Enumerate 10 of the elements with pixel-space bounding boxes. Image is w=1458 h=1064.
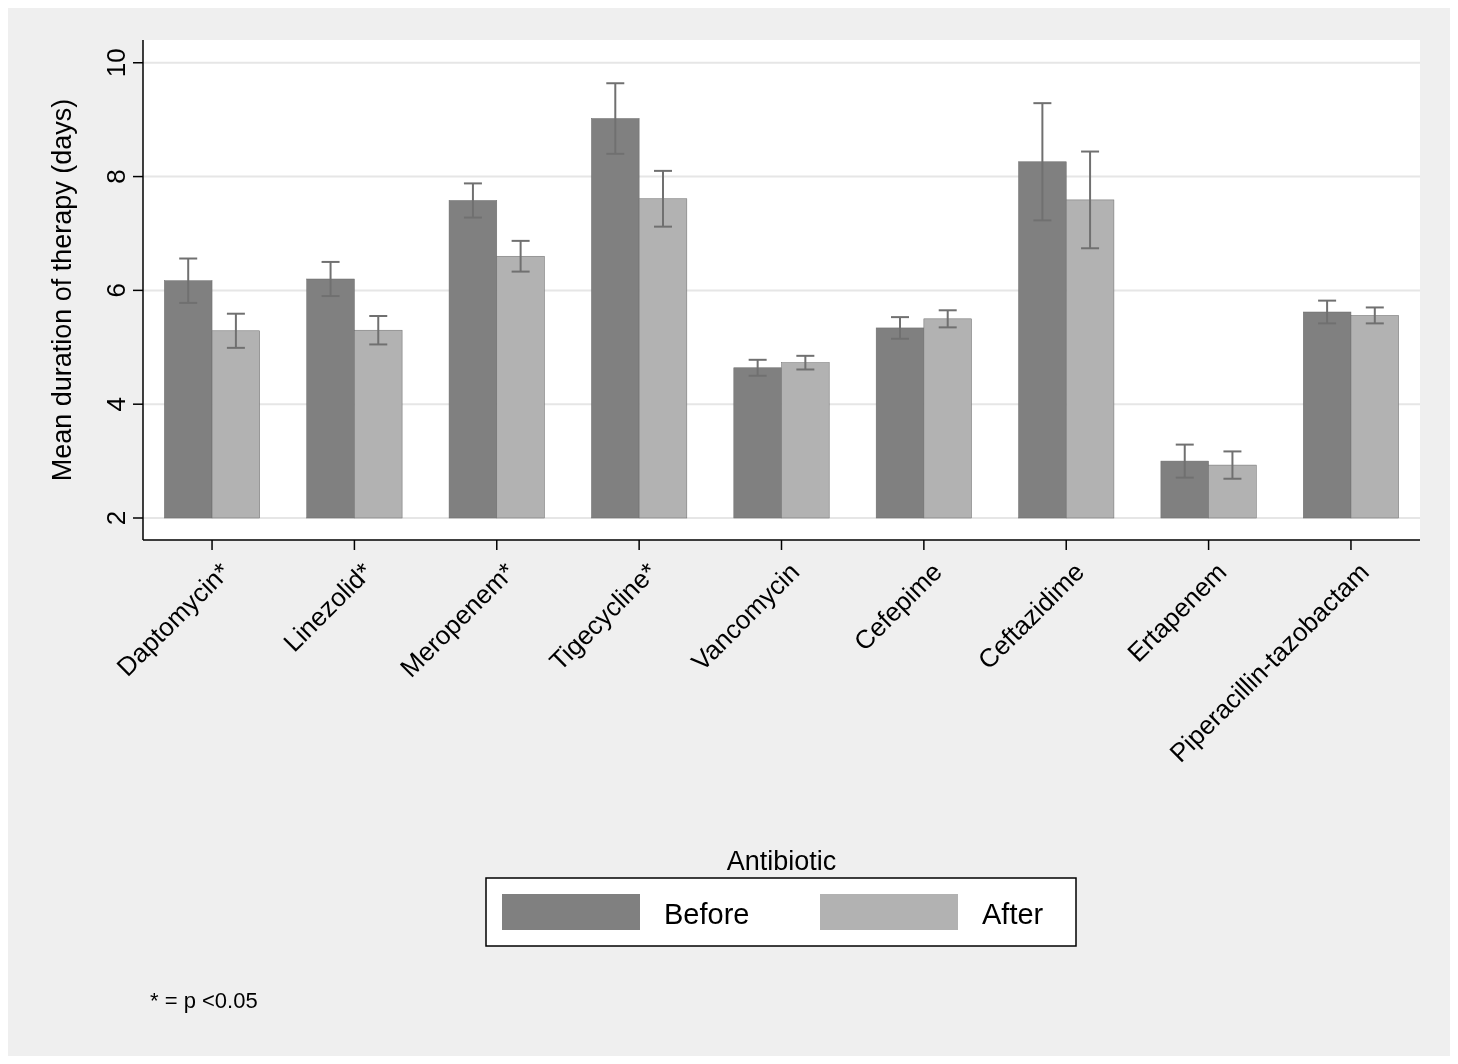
y-tick-label: 8: [101, 169, 131, 184]
legend-label: After: [982, 898, 1044, 930]
y-tick-label: 6: [101, 283, 131, 298]
y-tick-label: 2: [101, 510, 131, 526]
x-axis-title: Antibiotic: [726, 846, 837, 876]
text: * = p <0.05: [150, 988, 258, 1013]
y-axis-title: Mean duration of therapy (days): [47, 98, 77, 482]
legend-label: Before: [664, 898, 750, 930]
y-tick-label: 10: [101, 48, 131, 78]
y-tick-label: 4: [101, 396, 131, 412]
